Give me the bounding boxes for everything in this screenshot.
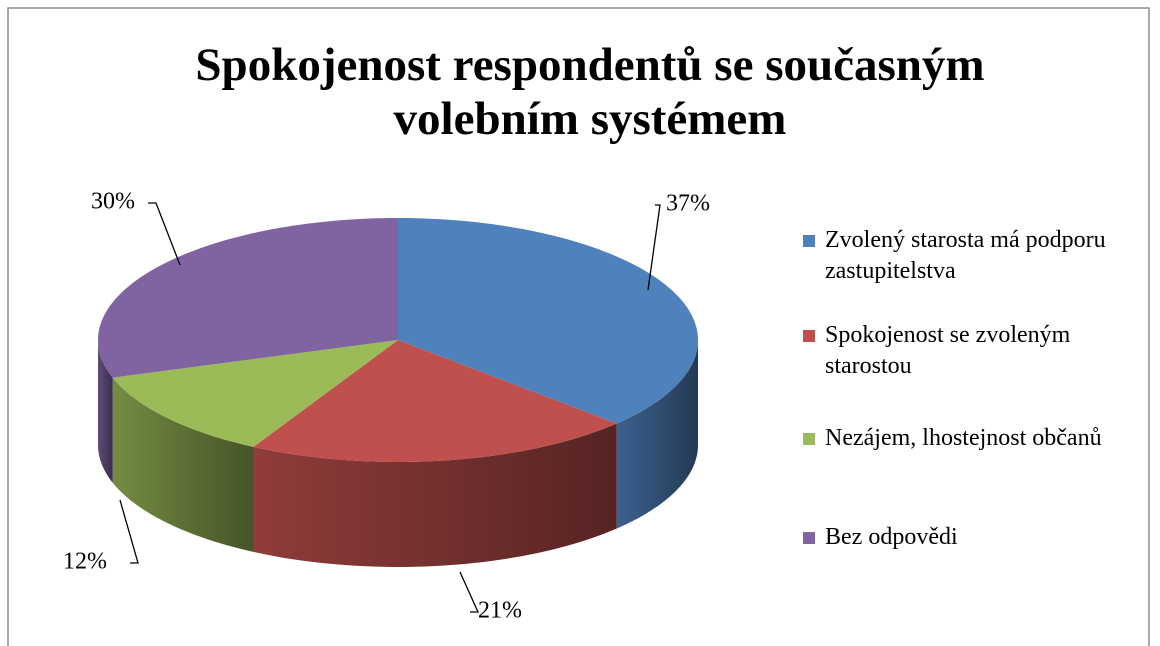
legend-label: Spokojenost se zvoleným starostou <box>825 322 1071 379</box>
chart-title: Spokojenost respondentů se současným vol… <box>195 39 985 145</box>
data-label: 12% <box>63 549 107 575</box>
legend-item: Nezájem, lhostejnost občanů <box>803 423 1153 454</box>
legend-item: Zvolený starosta má podporu zastupitelst… <box>803 225 1153 287</box>
pie-side <box>98 340 113 483</box>
pie-slice <box>398 218 698 424</box>
chart-border <box>7 7 1150 646</box>
data-label: 37% <box>666 191 710 217</box>
data-label: 30% <box>91 189 135 215</box>
pie-side <box>112 377 254 552</box>
data-label: 21% <box>478 598 522 624</box>
pie-slice <box>253 340 617 462</box>
legend-label: Bez odpovědi <box>825 524 958 550</box>
legend-label: Nezájem, lhostejnost občanů <box>825 425 1102 451</box>
legend-swatch <box>803 532 815 544</box>
pie-side <box>253 423 617 567</box>
legend-swatch <box>803 433 815 445</box>
legend-swatch <box>803 330 815 342</box>
legend-label: Zvolený starosta má podporu zastupitelst… <box>825 227 1106 284</box>
legend-item: Spokojenost se zvoleným starostou <box>803 320 1153 382</box>
leader-line <box>119 499 139 564</box>
legend-swatch <box>803 235 815 247</box>
pie-slice <box>98 218 399 378</box>
leader-line <box>148 202 181 266</box>
leader-line <box>647 204 661 291</box>
legend-item: Bez odpovědi <box>803 522 1153 553</box>
leader-line <box>459 571 480 613</box>
pie-side <box>616 340 698 529</box>
pie-slice <box>112 340 398 447</box>
